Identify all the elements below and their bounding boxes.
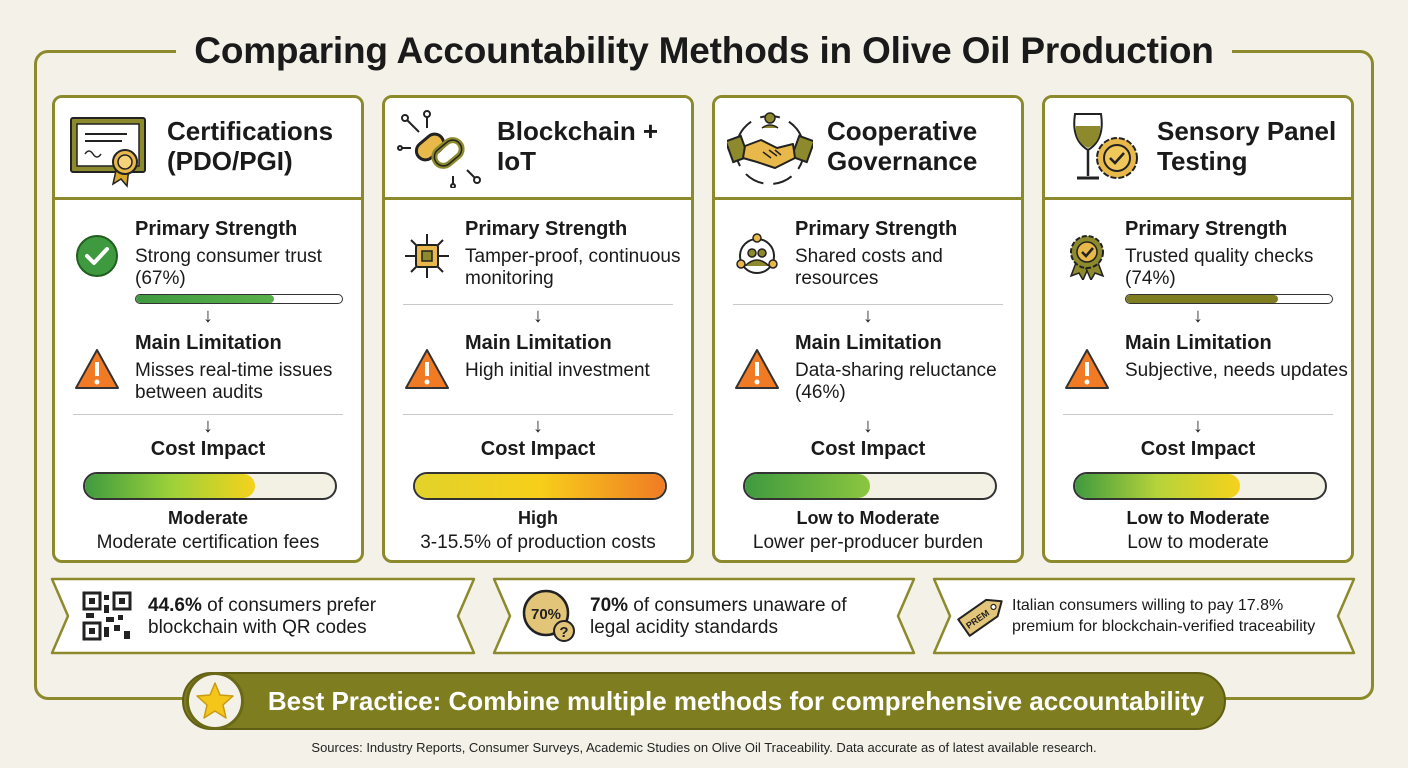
banner-text: Best Practice: Combine multiple methods …: [267, 686, 1205, 716]
cost-level: High: [518, 508, 558, 528]
strength-label: Primary Strength: [135, 218, 298, 240]
award-ribbon-icon: [1069, 235, 1105, 280]
badge-text: 70%: [531, 606, 561, 623]
cost-label: Cost Impact: [1140, 438, 1256, 460]
best-practice-banner: Best Practice: Combine multiple methods …: [182, 672, 1226, 730]
arrow-down-icon: ↓: [533, 305, 543, 327]
warning-icon: [405, 349, 449, 389]
stat-text: of consumers prefer blockchain with QR c…: [148, 595, 377, 638]
cost-level: Moderate: [167, 508, 248, 528]
stat-text: Italian consumers willing to pay 17.8% p…: [1012, 597, 1316, 635]
limitation-text: Subjective, needs updates: [1125, 360, 1348, 381]
warning-icon: [1065, 349, 1109, 389]
stat-text: of consumers unaware of legal acidity st…: [590, 595, 847, 638]
card-cooperative: Cooperative Governance Primary Strength …: [712, 95, 1024, 563]
wine-glass-seal-icon: [1073, 113, 1138, 180]
star-icon: [196, 682, 234, 719]
limitation-label: Main Limitation: [1125, 332, 1272, 354]
svg-text:?: ?: [559, 624, 568, 641]
cost-note: Lower per-producer burden: [752, 532, 984, 553]
warning-icon: [75, 349, 119, 389]
chain-link-circuit-icon: [397, 110, 481, 188]
card-title-line2: Governance: [827, 146, 978, 176]
page-title: Comparing Accountability Methods in Oliv…: [176, 26, 1232, 76]
card-title-line1: Certifications: [167, 116, 334, 146]
card-title-line1: Blockchain +: [497, 116, 659, 146]
sources-note: Sources: Industry Reports, Consumer Surv…: [311, 740, 1097, 755]
limitation-label: Main Limitation: [465, 332, 612, 354]
cost-note: Low to moderate: [1127, 532, 1269, 553]
strength-label: Primary Strength: [465, 218, 628, 240]
card-title-line1: Sensory Panel: [1157, 116, 1337, 146]
arrow-down-icon: ↓: [1193, 305, 1203, 327]
card-sensory: Sensory Panel Testing Primary Strength T…: [1042, 95, 1354, 563]
cost-bar: [83, 472, 337, 500]
stat-value: 44.6%: [148, 595, 202, 616]
checkmark-circle-icon: [76, 235, 118, 277]
limitation-label: Main Limitation: [795, 332, 942, 354]
cost-bar: [1073, 472, 1327, 500]
arrow-down-icon: ↓: [533, 415, 543, 437]
limitation-label: Main Limitation: [135, 332, 282, 354]
stat-acidity: 70% ? 70% of consumers unaware of legal …: [492, 577, 916, 655]
cost-label: Cost Impact: [150, 438, 266, 460]
card-blockchain: Blockchain + IoT Primary Strength Tamper…: [382, 95, 694, 563]
strength-label: Primary Strength: [1125, 218, 1288, 240]
strength-bar: [1125, 294, 1333, 304]
cost-bar: [743, 472, 997, 500]
card-title-line1: Cooperative: [827, 116, 978, 146]
strength-text: Strong consumer trust (67%): [135, 246, 322, 289]
stat-premium: PREM Italian consumers willing to pay 17…: [932, 577, 1356, 655]
stat-value: 70%: [590, 595, 629, 616]
limitation-text: High initial investment: [465, 360, 650, 381]
price-tag-icon: PREM: [957, 598, 1003, 637]
qr-code-icon: [82, 591, 132, 641]
card-title-line2: IoT: [497, 146, 536, 176]
percent-question-icon: 70% ?: [522, 589, 575, 642]
strength-bar: [135, 294, 343, 304]
limitation-text: Data-sharing reluctance (46%): [795, 360, 997, 403]
warning-icon: [735, 349, 779, 389]
cost-note: 3-15.5% of production costs: [420, 532, 656, 553]
strength-text: Shared costs and resources: [795, 246, 943, 289]
cost-level: Low to Moderate: [796, 508, 940, 528]
microchip-icon: [405, 234, 449, 278]
arrow-down-icon: ↓: [1193, 415, 1203, 437]
card-certifications: Certifications (PDO/PGI) Primary Strengt…: [52, 95, 364, 563]
card-title-line2: (PDO/PGI): [167, 146, 293, 176]
cost-bar: [413, 472, 667, 500]
group-network-icon: [736, 233, 778, 274]
strength-text: Tamper-proof, continuous monitoring: [465, 246, 681, 289]
limitation-text: Misses real-time issues between audits: [135, 360, 333, 403]
stat-qr: 44.6% of consumers prefer blockchain wit…: [50, 577, 476, 655]
arrow-down-icon: ↓: [203, 415, 213, 437]
arrow-down-icon: ↓: [863, 305, 873, 327]
arrow-down-icon: ↓: [203, 305, 213, 327]
cost-label: Cost Impact: [810, 438, 926, 460]
cost-note: Moderate certification fees: [96, 532, 320, 553]
card-title-line2: Testing: [1157, 146, 1248, 176]
certificate-icon: [70, 117, 146, 188]
arrow-down-icon: ↓: [863, 415, 873, 437]
strength-label: Primary Strength: [795, 218, 958, 240]
handshake-icon: [727, 112, 813, 185]
cost-label: Cost Impact: [480, 438, 596, 460]
cost-level: Low to Moderate: [1126, 508, 1270, 528]
strength-text: Trusted quality checks (74%): [1125, 246, 1314, 289]
